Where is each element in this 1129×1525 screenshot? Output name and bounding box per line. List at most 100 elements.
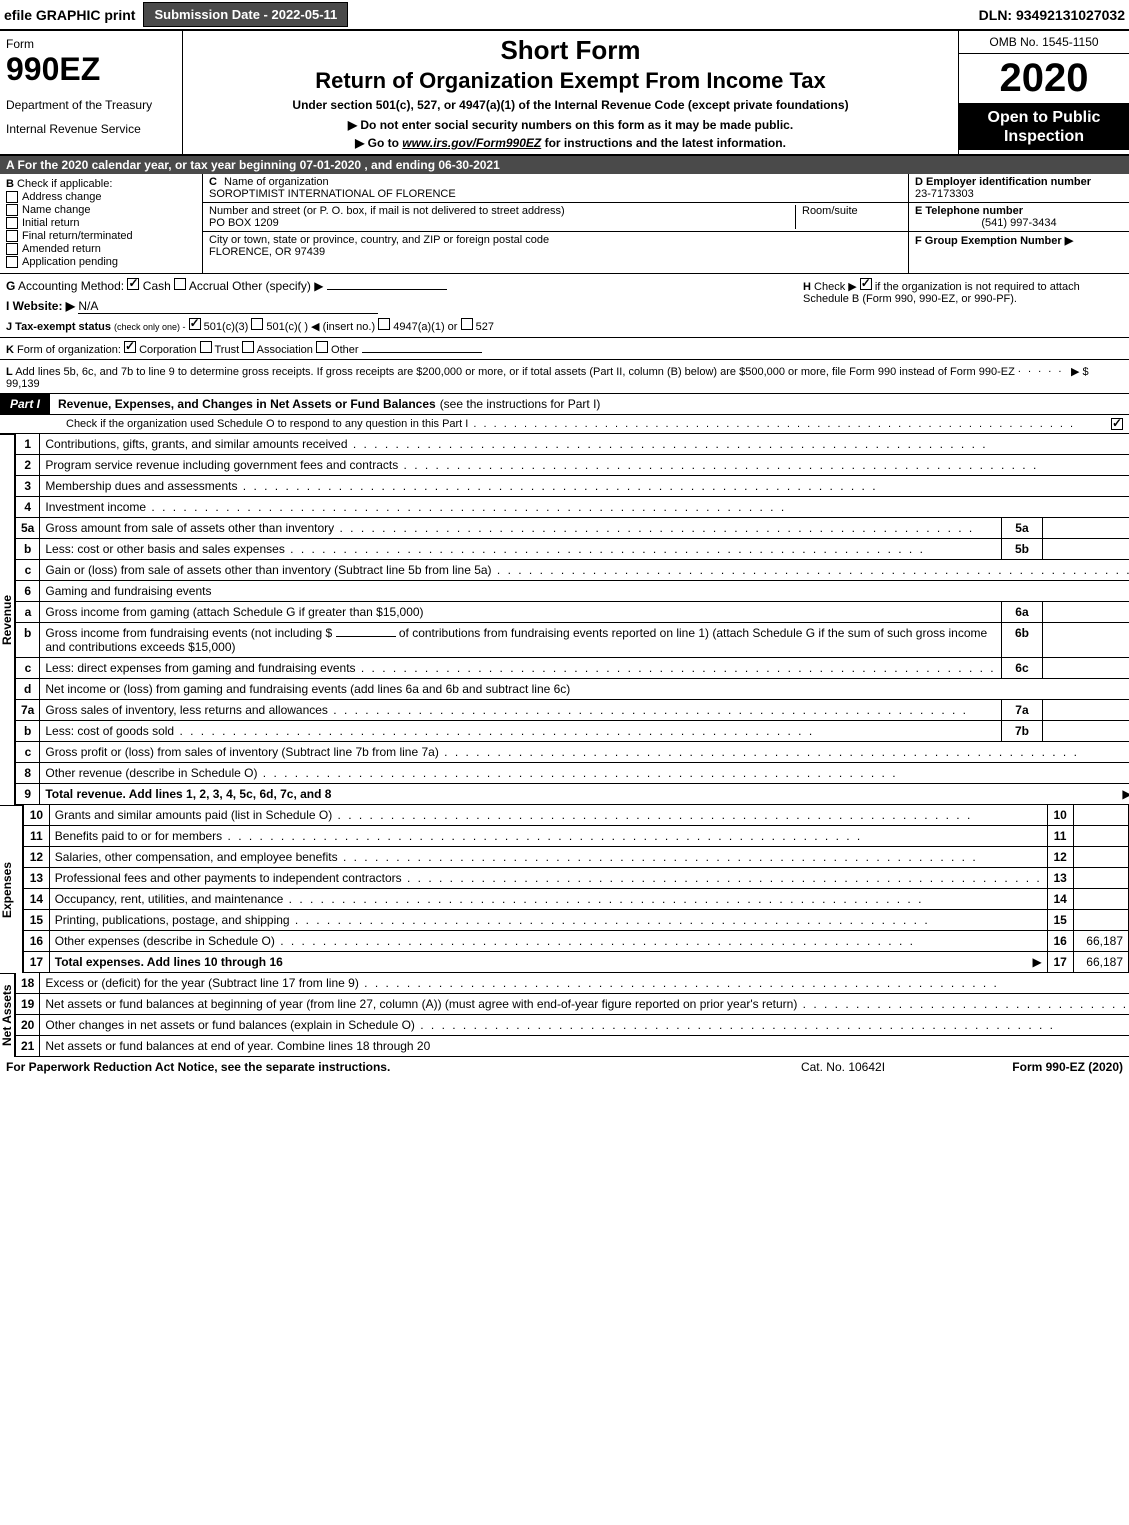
row-6d: dNet income or (loss) from gaming and fu… [16,679,1129,700]
cb-final-return[interactable] [6,230,18,242]
lbl-corporation: Corporation [139,344,196,356]
header-center: Short Form Return of Organization Exempt… [183,31,958,154]
form-label: Form [6,37,176,51]
goto-line: ▶ Go to www.irs.gov/Form990EZ for instru… [191,136,950,150]
ssn-warning: ▶ Do not enter social security numbers o… [191,118,950,132]
line-l: L Add lines 5b, 6c, and 7b to line 9 to … [0,360,1129,394]
lbl-other-org: Other [331,344,359,356]
c-name-label: Name of organization [224,176,329,188]
row-21: 21Net assets or fund balances at end of … [16,1036,1129,1057]
cb-app-pending[interactable] [6,256,18,268]
addr-label: Number and street (or P. O. box, if mail… [209,205,795,217]
part1-check-row: Check if the organization used Schedule … [0,415,1129,434]
row-6: 6Gaming and fundraising events [16,581,1129,602]
cb-initial-return[interactable] [6,217,18,229]
footer-left: For Paperwork Reduction Act Notice, see … [6,1060,743,1074]
row-5b: bLess: cost or other basis and sales exp… [16,539,1129,560]
goto-post: for instructions and the latest informat… [541,136,786,150]
line-k: K Form of organization: Corporation Trus… [0,338,1129,360]
org-name: SOROPTIMIST INTERNATIONAL OF FLORENCE [209,188,456,200]
lbl-app-pending: Application pending [22,256,118,268]
row-7b: bLess: cost of goods sold7b [16,721,1129,742]
efile-label[interactable]: efile GRAPHIC print [4,7,135,23]
l-arrow: ▶ $ [1071,366,1089,378]
ein: 23-7173303 [915,188,1123,200]
cb-501c[interactable] [251,318,263,330]
other-specify-input[interactable] [327,289,447,290]
lbl-501c3: 501(c)(3) [204,321,249,333]
h-text: Check ▶ [814,281,857,293]
lbl-amended-return: Amended return [22,243,101,255]
revenue-table: 1Contributions, gifts, grants, and simil… [15,434,1129,805]
row-9: 9Total revenue. Add lines 1, 2, 3, 4, 5c… [16,784,1129,805]
entity-info: B Check if applicable: Address change Na… [0,174,1129,274]
j-label: J Tax-exempt status [6,321,111,333]
dept-treasury: Department of the Treasury [6,98,176,112]
h-label: H [803,281,811,293]
goto-pre: ▶ Go to [355,136,402,150]
top-bar: efile GRAPHIC print Submission Date - 20… [0,0,1129,31]
col-b: B Check if applicable: Address change Na… [0,174,203,273]
revenue-section: Revenue 1Contributions, gifts, grants, a… [0,434,1129,805]
part1-header: Part I Revenue, Expenses, and Changes in… [0,394,1129,415]
city-label: City or town, state or province, country… [209,234,549,246]
6b-contrib-input[interactable] [336,636,396,637]
row-16: 16Other expenses (describe in Schedule O… [24,931,1129,952]
header-right: OMB No. 1545-1150 2020 Open to Public In… [958,31,1129,154]
lbl-address-change: Address change [22,191,102,203]
part1-note: (see the instructions for Part I) [440,397,601,411]
row-5c: cGain or (loss) from sale of assets othe… [16,560,1129,581]
cb-trust[interactable] [200,341,212,353]
cb-cash[interactable] [127,278,139,290]
cb-schedule-o[interactable] [1111,418,1123,430]
d-label: D Employer identification number [915,176,1123,188]
tax-period: A For the 2020 calendar year, or tax yea… [0,156,1129,174]
cb-corporation[interactable] [124,341,136,353]
form-subtitle: Under section 501(c), 527, or 4947(a)(1)… [191,98,950,112]
k-label: K [6,344,14,356]
cb-amended-return[interactable] [6,243,18,255]
other-org-input[interactable] [362,352,482,353]
lbl-527: 527 [476,321,494,333]
lbl-other: Other (specify) ▶ [232,279,323,293]
omb-number: OMB No. 1545-1150 [959,31,1129,54]
tax-year: 2020 [959,54,1129,104]
form-header: Form 990EZ Department of the Treasury In… [0,31,1129,156]
cb-accrual[interactable] [174,278,186,290]
cb-501c3[interactable] [189,318,201,330]
e-label: E Telephone number [915,205,1123,217]
row-7a: 7aGross sales of inventory, less returns… [16,700,1129,721]
lbl-accrual: Accrual [189,279,229,293]
footer-center: Cat. No. 10642I [743,1060,943,1074]
cb-other-org[interactable] [316,341,328,353]
row-11: 11Benefits paid to or for members11 [24,826,1129,847]
g-text: Accounting Method: [18,279,124,293]
goto-link[interactable]: www.irs.gov/Form990EZ [402,136,541,150]
l-text: Add lines 5b, 6c, and 7b to line 9 to de… [15,366,1015,378]
lbl-501c: 501(c)( ) [266,321,308,333]
cb-association[interactable] [242,341,254,353]
k-text: Form of organization: [17,344,121,356]
row-18: 18Excess or (deficit) for the year (Subt… [16,973,1129,994]
open-to-public: Open to Public Inspection [959,104,1129,150]
row-15: 15Printing, publications, postage, and s… [24,910,1129,931]
row-19: 19Net assets or fund balances at beginni… [16,994,1129,1015]
col-c: C Name of organization SOROPTIMIST INTER… [203,174,909,273]
cb-address-change[interactable] [6,191,18,203]
cb-name-change[interactable] [6,204,18,216]
part1-check-text: Check if the organization used Schedule … [66,418,1111,430]
l-amount: 99,139 [6,378,40,390]
phone: (541) 997-3434 [915,217,1123,229]
part1-label: Part I [0,394,50,414]
row-20: 20Other changes in net assets or fund ba… [16,1015,1129,1036]
part1-title: Revenue, Expenses, and Changes in Net As… [58,397,436,411]
g-label: G [6,279,15,293]
cb-4947[interactable] [378,318,390,330]
row-10: 10Grants and similar amounts paid (list … [24,805,1129,826]
netassets-section: Net Assets 18Excess or (deficit) for the… [0,973,1129,1057]
cb-schedule-b[interactable] [860,278,872,290]
cb-527[interactable] [461,318,473,330]
row-5a: 5aGross amount from sale of assets other… [16,518,1129,539]
expenses-tab: Expenses [0,805,23,973]
c-label: C [209,176,217,188]
